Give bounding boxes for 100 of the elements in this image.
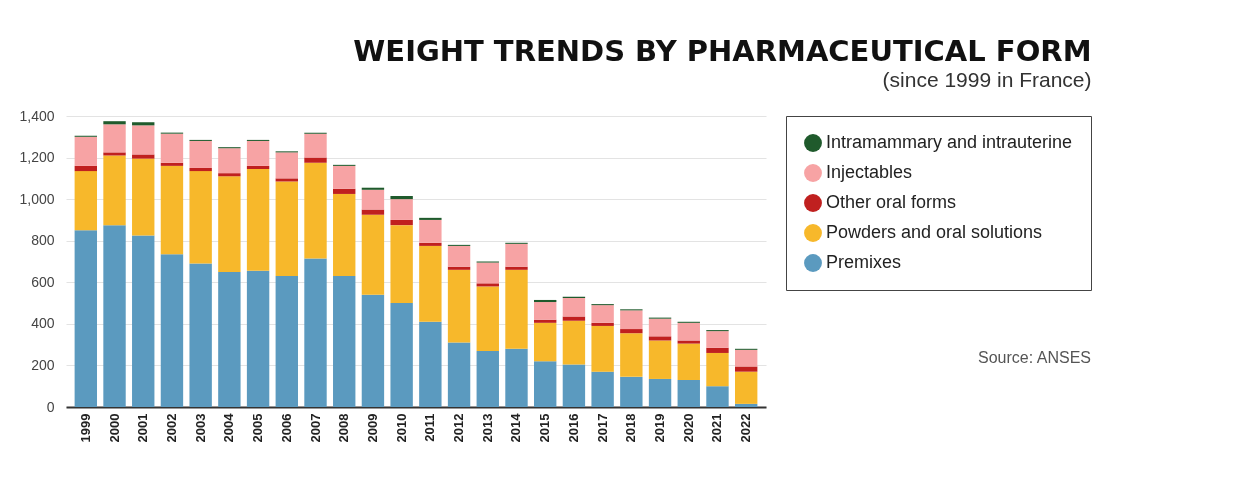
bar — [677, 343, 700, 380]
bar — [361, 209, 385, 215]
bar — [304, 133, 327, 158]
x-tick-label: 2010 — [393, 413, 409, 443]
legend-label: Other oral forms — [826, 192, 957, 212]
x-tick-label: 2007 — [307, 413, 323, 443]
bar — [677, 340, 700, 344]
bar — [419, 242, 442, 246]
bar — [218, 173, 241, 177]
bar — [246, 169, 270, 271]
bar — [706, 347, 729, 353]
x-tick-label: 2000 — [106, 413, 122, 443]
legend-label: Premixes — [826, 252, 902, 272]
x-tick-label: 2001 — [135, 413, 151, 443]
bar — [333, 276, 356, 407]
bar — [706, 386, 729, 407]
bar — [677, 322, 700, 341]
x-tick-label: 2015 — [537, 413, 553, 443]
bar — [304, 258, 327, 407]
bar — [361, 214, 385, 295]
bar — [74, 136, 98, 166]
bar — [706, 352, 729, 387]
bar — [361, 189, 385, 210]
bar — [74, 171, 98, 231]
bar — [677, 379, 700, 407]
bar — [160, 165, 184, 255]
y-tick-label: 1,000 — [19, 190, 55, 207]
source-note: Source: ANSES — [978, 349, 1091, 366]
bar — [390, 196, 413, 200]
bar — [562, 297, 586, 317]
bar — [534, 322, 557, 362]
x-tick-label: 2003 — [192, 413, 208, 443]
x-tick-label: 2002 — [163, 413, 179, 443]
bar — [648, 340, 672, 379]
x-tick-label: 2020 — [680, 413, 696, 443]
bar — [160, 162, 184, 166]
x-tick-label: 2005 — [250, 413, 266, 443]
bar — [218, 271, 241, 407]
bar — [734, 371, 758, 404]
bar — [390, 199, 413, 220]
x-tick-label: 2011 — [422, 413, 438, 442]
bar — [505, 269, 528, 349]
bar — [74, 165, 98, 172]
bar — [447, 342, 471, 407]
bar — [390, 225, 413, 304]
bar — [648, 378, 672, 407]
bar — [562, 316, 586, 321]
bar — [390, 303, 413, 407]
bar — [562, 364, 586, 407]
bar — [505, 348, 528, 407]
legend-label: Injectables — [826, 162, 913, 182]
x-tick-label: 2004 — [221, 412, 237, 443]
x-tick-label: 2013 — [479, 413, 495, 443]
x-tick-label: 2017 — [594, 413, 610, 443]
y-tick-label: 600 — [31, 273, 55, 290]
bar — [476, 286, 499, 351]
bar — [103, 225, 126, 407]
x-tick-label: 2009 — [364, 413, 380, 443]
bar — [419, 321, 442, 407]
y-tick-label: 1,200 — [19, 149, 55, 166]
x-tick-label: 2006 — [278, 413, 294, 443]
bar — [734, 366, 758, 372]
bar — [189, 167, 212, 172]
bar — [562, 320, 586, 365]
bar — [476, 350, 499, 407]
bar — [304, 162, 327, 259]
bar — [734, 403, 758, 407]
bar — [447, 245, 471, 267]
bar — [275, 276, 298, 407]
bar — [333, 165, 356, 189]
bar — [103, 152, 126, 156]
bar — [333, 193, 356, 277]
bar — [591, 371, 614, 407]
legend-label: Powders and oral solutions — [826, 222, 1043, 242]
bar — [648, 336, 672, 341]
bar — [218, 148, 241, 174]
bar — [534, 302, 557, 320]
bar — [447, 266, 471, 270]
bar — [620, 329, 643, 334]
bar — [304, 157, 327, 163]
x-tick-label: 2014 — [508, 412, 524, 443]
bar — [620, 376, 643, 407]
bar — [591, 325, 614, 372]
bar — [476, 262, 499, 284]
bar — [419, 245, 442, 322]
x-tick-label: 2019 — [652, 413, 668, 443]
bar — [74, 230, 98, 407]
x-tick-label: 2021 — [709, 413, 725, 443]
bar — [189, 140, 212, 168]
y-tick-label: 800 — [31, 232, 55, 249]
y-tick-label: 1,400 — [19, 107, 55, 124]
bar — [534, 361, 557, 407]
bar — [189, 263, 212, 407]
bar — [246, 140, 270, 166]
bar — [419, 217, 442, 220]
text: (since 1999 in France) — [882, 68, 1092, 91]
bar — [275, 181, 298, 277]
x-tick-label: 2012 — [451, 413, 467, 443]
bar — [447, 269, 471, 343]
bar — [160, 133, 184, 163]
